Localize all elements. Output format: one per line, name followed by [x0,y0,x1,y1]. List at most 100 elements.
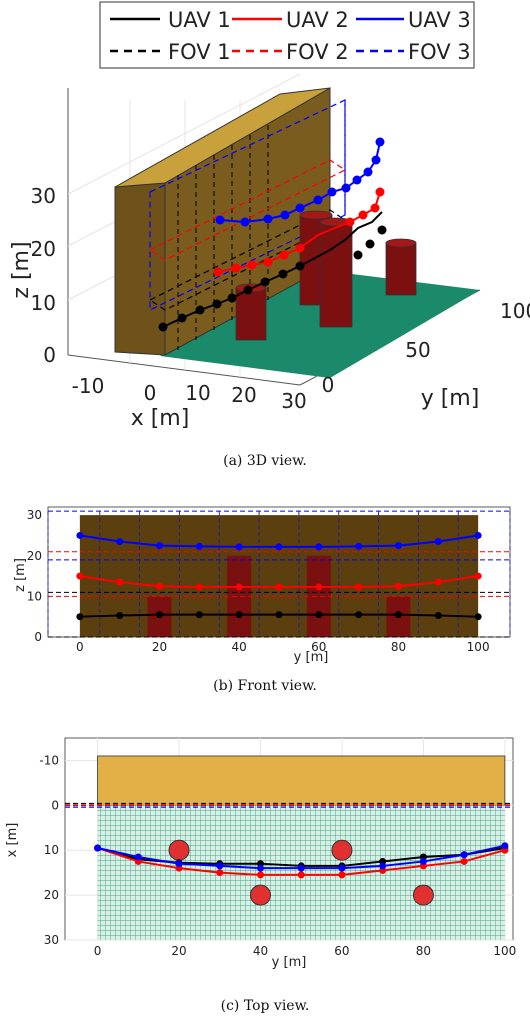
top-series-point [134,853,142,861]
front-series-point [355,583,363,591]
wall-front-face [114,182,166,356]
front-series-point [355,611,363,619]
legend-label: FOV 3 [408,40,471,64]
top-y-tick: 0 [51,798,59,812]
front-series-point [355,542,363,550]
z-axis-label: z [m] [9,241,34,298]
top-y-tick: 20 [44,888,59,902]
legend-entry-uav1: UAV 1 [110,8,231,32]
front-x-tick: 80 [391,640,406,654]
top-series-point [338,871,346,879]
legend-entry-uav3: UAV 3 [356,8,471,32]
top-series-point [419,857,427,865]
front-x-axis-label: y [m] [294,650,329,665]
legend: UAV 1 UAV 2 UAV 3 FOV 1 FOV 2 FOV 3 [99,1,475,69]
x-axis-label: x [m] [131,406,190,431]
x-tick: 20 [231,383,256,407]
top-y-tick: 10 [44,843,59,857]
top-y-tick: -10 [39,753,59,767]
top-x-tick: 100 [493,944,516,958]
front-series-point [76,531,84,539]
front-series-point [235,611,243,619]
front-y-axis-label: z [m] [13,558,28,592]
top-pillar [412,884,434,906]
legend-label: UAV 3 [408,8,471,32]
panel-top-view: 0 20 40 60 80 100 -10 0 10 20 30 x [m] y [m] (c) T… [5,737,516,1014]
legend-label: FOV 1 [168,40,231,64]
top-series-point [460,851,468,859]
front-series-point [394,611,402,619]
front-y-tick: 30 [27,508,42,522]
front-pillar [227,555,252,637]
legend-entry-fov1: FOV 1 [110,40,231,64]
legend-entry-fov3: FOV 3 [356,40,471,64]
front-series-point [195,611,203,619]
top-series-point [338,864,346,872]
front-x-tick: 100 [467,640,490,654]
y-tick: 100 [500,299,530,323]
top-x-tick: 60 [334,944,349,958]
front-series-point [76,572,84,580]
front-series-point [156,582,164,590]
front-series-point [275,583,283,591]
z-tick: 20 [31,237,56,261]
front-x-tick: 60 [311,640,326,654]
x-tick: -10 [72,374,105,398]
top-pillar [168,839,190,861]
front-series-point [156,611,164,619]
front-series-point [474,572,482,580]
top-x-tick: 80 [416,944,431,958]
front-y-tick: 0 [34,630,42,644]
front-series-point [474,613,482,621]
front-x-tick: 0 [76,640,84,654]
front-series-point [235,583,243,591]
top-series-point [297,871,305,879]
y-tick: 0 [322,373,335,397]
top-series-point [256,864,264,872]
front-series-point [116,578,124,586]
front-series-point [275,611,283,619]
front-series-point [315,543,323,551]
front-series-point [434,578,442,586]
top-pillar [331,839,353,861]
front-series-point [156,542,164,550]
top-series-point [94,844,102,852]
legend-entry-uav2: UAV 2 [232,8,349,32]
top-series-point [256,871,264,879]
front-series-point [275,543,283,551]
front-series-point [474,531,482,539]
x-tick: 0 [144,381,157,405]
top-x-tick: 40 [253,944,268,958]
legend-entry-fov2: FOV 2 [232,40,349,64]
top-wall [97,755,506,806]
pillar-3d-3 [319,217,353,328]
top-y-tick: 30 [44,933,59,947]
x-tick: 30 [281,389,306,413]
uav3-3d-markers [215,137,385,227]
front-x-tick: 40 [232,640,247,654]
front-series-point [394,542,402,550]
top-pillar [249,884,271,906]
front-series-point [235,543,243,551]
top-series-point [216,862,224,870]
uav1-3d-markers [158,225,387,332]
fov1-3d [148,209,347,311]
pillar-3d-4 [385,238,417,296]
top-x-tick: 0 [94,944,102,958]
top-series-point [175,860,183,868]
front-series-point [116,538,124,546]
top-series-point [297,864,305,872]
wall-top-face [114,87,331,188]
y-axis-label: y [m] [421,386,480,411]
front-series-point [394,582,402,590]
top-series-point [501,842,509,850]
top-x-tick: 20 [171,944,186,958]
front-y-tick: 10 [27,589,42,603]
front-y-tick: 20 [27,549,42,563]
top-series-point [216,869,224,877]
front-series-point [315,583,323,591]
x-axis-line [67,354,301,386]
front-series-point [434,538,442,546]
panel-front-view: 0 20 40 60 80 100 0 10 20 30 z [m] y [m] (b) Fron… [13,506,511,694]
legend-label: UAV 2 [286,8,349,32]
